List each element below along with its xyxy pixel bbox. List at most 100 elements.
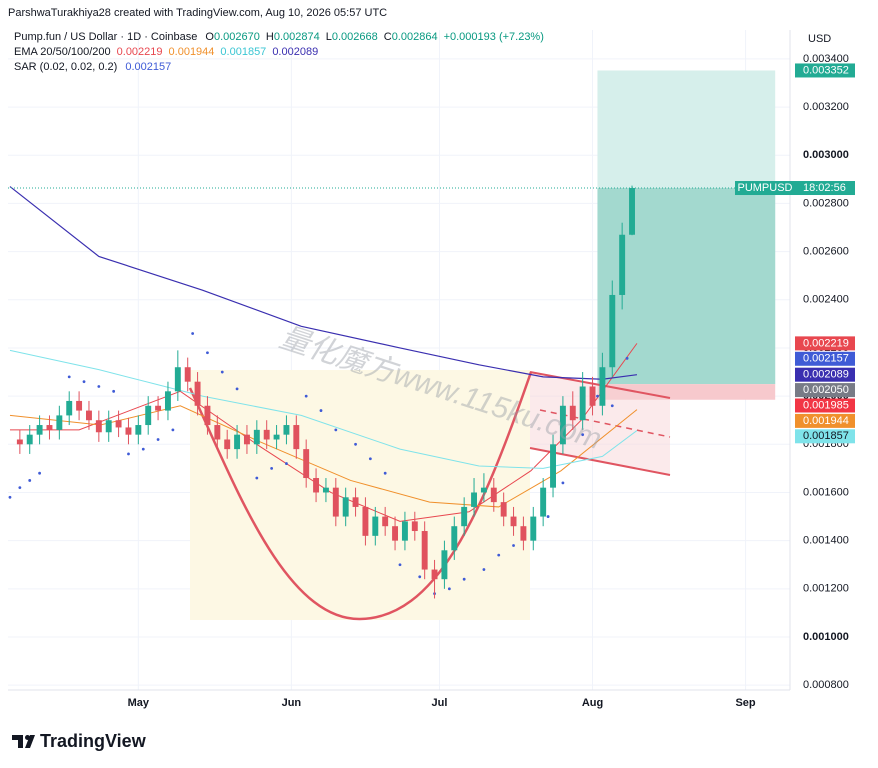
sar-dot (255, 476, 259, 480)
candle-body (322, 487, 329, 493)
sar-dot (191, 332, 195, 335)
candle-body (431, 569, 438, 580)
sar-dot (82, 380, 86, 384)
y-tick-label: 0.002400 (803, 294, 849, 306)
flag-area (530, 372, 670, 475)
sar-dot (418, 575, 422, 579)
candle-body (619, 234, 626, 295)
candle-body (283, 425, 290, 435)
sar-dot (18, 486, 22, 490)
ema-value: 0.001857 (220, 46, 266, 58)
candle-body (382, 516, 389, 527)
y-tick-label: 0.003000 (803, 149, 849, 161)
candle-body (26, 434, 33, 445)
candle-body (86, 410, 92, 421)
sar-dot (8, 495, 12, 499)
price-tag (795, 367, 855, 382)
price-tag-label: 0.003352 (803, 64, 849, 76)
sar-dot (596, 394, 599, 398)
candle-body (234, 434, 241, 450)
sar-dot (206, 351, 209, 355)
price-tag-label: 0.002050 (803, 384, 849, 396)
price-tag (795, 398, 855, 413)
candle-body (303, 449, 310, 479)
sar-dot (67, 375, 71, 379)
candle-body (174, 367, 181, 392)
price-tag (795, 63, 855, 78)
candle-body (313, 478, 320, 493)
sar-dot (270, 466, 274, 470)
candle-body (579, 386, 586, 421)
sar-dot (319, 409, 323, 412)
candle-body (550, 444, 556, 488)
candle-body (332, 487, 339, 517)
price-tag-label: 0.002219 (803, 337, 849, 349)
ohlc-value: 0.002864 (392, 31, 438, 43)
ohlc-value: 0.002670 (214, 31, 260, 43)
candle-body (253, 429, 260, 445)
price-tag (795, 336, 855, 351)
sar-dot (368, 457, 372, 461)
sar-value: 0.002157 (125, 61, 171, 73)
x-tick-label: Jun (282, 697, 302, 709)
candle-body (194, 381, 201, 406)
sar-dot (482, 568, 486, 571)
candle-body (589, 386, 596, 406)
candle-body (500, 502, 507, 517)
sar-dot (383, 471, 387, 475)
candle-body (95, 420, 102, 433)
sar-dot (546, 515, 550, 518)
candle-body (273, 434, 280, 440)
candle-body (214, 425, 221, 440)
candle-body (46, 425, 53, 430)
y-tick-label: 0.000800 (803, 679, 849, 691)
candle-body (530, 516, 537, 541)
x-tick-label: Jul (432, 697, 448, 709)
credit: ParshwaTurakhiya28 created with TradingV… (8, 7, 387, 19)
ema-value: 0.002219 (117, 46, 163, 58)
y-tick-label: 0.002600 (803, 246, 849, 258)
candle-body (609, 294, 616, 368)
sar-dot (625, 356, 629, 360)
candle-body (362, 506, 369, 536)
y-tick-label: 0.001600 (803, 486, 849, 498)
price-tag-label: 0.002157 (803, 353, 849, 365)
candle-body (372, 516, 379, 536)
series (8, 185, 790, 599)
sar-dot (38, 471, 41, 475)
candle-body (115, 420, 122, 428)
ohlc-key: H (266, 31, 274, 43)
candle-body (243, 434, 250, 445)
y-tick-label: 0.003400 (803, 53, 849, 65)
sar-dot (171, 428, 175, 432)
ohlc-value: 0.002874 (274, 31, 320, 43)
price-tag-label: 0.001985 (803, 399, 849, 411)
ohlc-key: C (384, 31, 392, 43)
candle-body (76, 400, 83, 411)
sar-dot (127, 452, 130, 456)
countdown: 18:02:56 (803, 182, 846, 194)
price-tag-label: 0.001857 (803, 430, 849, 442)
x-tick-label: Aug (582, 697, 603, 709)
y-tick-label: 0.001000 (803, 631, 849, 643)
logo: TradingView (12, 731, 147, 751)
candle-body (204, 405, 211, 426)
candle-body (56, 415, 63, 430)
sar-dot (447, 587, 451, 591)
sar-dot (497, 553, 501, 557)
price-tag (795, 429, 855, 444)
candle-body (36, 425, 43, 435)
candle-body (164, 391, 171, 411)
ema-value: 0.001944 (169, 46, 215, 58)
candle-body (441, 550, 448, 580)
candle-body (401, 521, 408, 541)
x-tick-label: May (128, 697, 150, 709)
candle-body (540, 487, 547, 517)
ohlc-value: 0.002668 (332, 31, 378, 43)
candle-body (411, 521, 418, 532)
sar-dot (462, 577, 466, 581)
candle-body (66, 400, 73, 416)
candle-body (184, 367, 191, 382)
sar-dot (304, 394, 308, 398)
